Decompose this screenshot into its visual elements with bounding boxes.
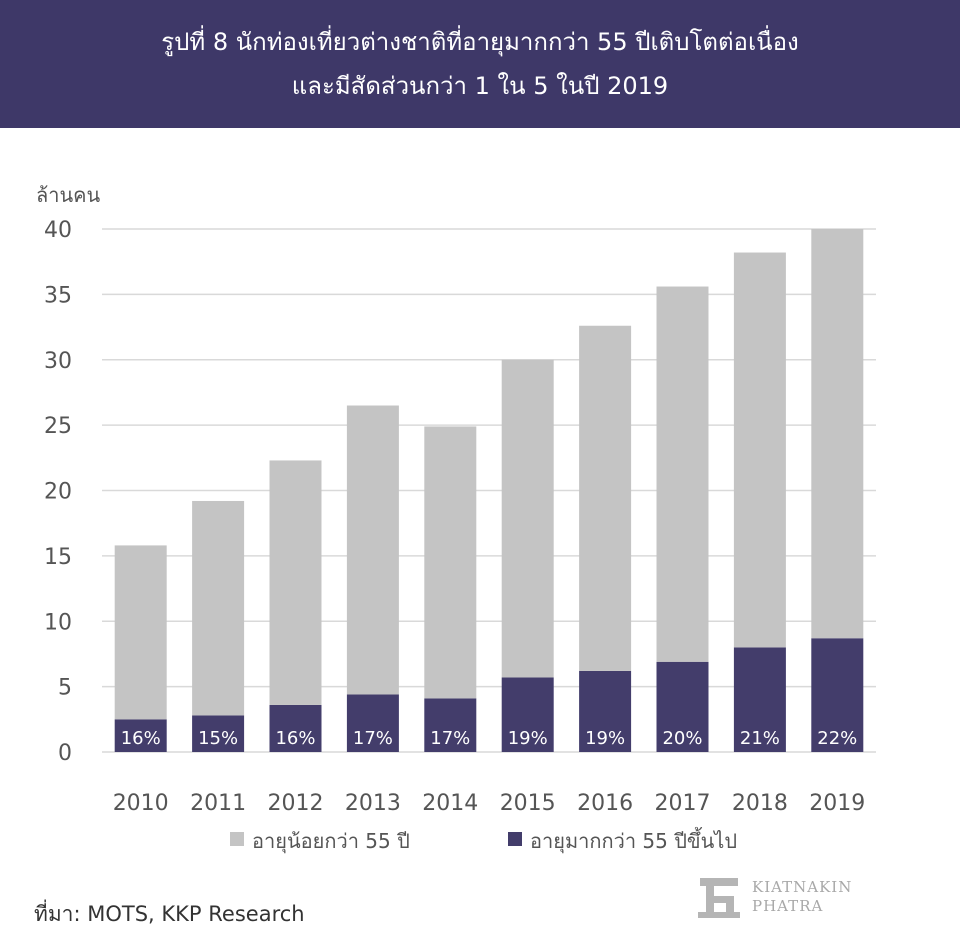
data-label: 17% bbox=[430, 728, 470, 749]
y-tick-label: 30 bbox=[44, 349, 72, 374]
y-axis-label: ล้านคน bbox=[36, 183, 101, 207]
y-tick-label: 35 bbox=[44, 283, 72, 308]
bar-segment-under-55 bbox=[424, 426, 477, 699]
data-label: 15% bbox=[198, 728, 238, 749]
data-label: 17% bbox=[353, 728, 393, 749]
bar-segment-over-55 bbox=[811, 638, 864, 752]
bar-segment-over-55 bbox=[346, 694, 399, 752]
bar-segment-under-55 bbox=[269, 460, 322, 705]
logo-text-2: PHATRA bbox=[752, 897, 824, 915]
y-tick-label: 15 bbox=[44, 545, 72, 570]
x-tick-label: 2018 bbox=[732, 791, 788, 816]
data-label: 21% bbox=[740, 728, 780, 749]
legend-label: อายุมากกว่า 55 ปีขึ้นไป bbox=[530, 827, 737, 854]
bar-segment-over-55 bbox=[192, 715, 245, 752]
stacked-bar-chart: ล้านคน 0 5 10 15 20 25 30 35 40 16% 2010 15% 2011 16% 2… bbox=[36, 183, 876, 854]
y-tick-label: 5 bbox=[58, 676, 72, 701]
logo-mark-icon bbox=[698, 878, 740, 918]
bar-segment-over-55 bbox=[424, 698, 477, 752]
y-tick-label: 10 bbox=[44, 610, 72, 635]
y-tick-label: 20 bbox=[44, 480, 72, 505]
x-tick-label: 2014 bbox=[422, 791, 478, 816]
bar-segment-over-55 bbox=[501, 677, 554, 752]
x-tick-label: 2017 bbox=[655, 791, 711, 816]
bar-segment-over-55 bbox=[114, 719, 167, 752]
x-tick-label: 2010 bbox=[113, 791, 169, 816]
y-tick-label: 25 bbox=[44, 414, 72, 439]
bar-segment-over-55 bbox=[269, 704, 322, 752]
bar-segment-under-55 bbox=[579, 325, 632, 671]
bar-segment-over-55 bbox=[656, 661, 709, 752]
legend-swatch bbox=[230, 832, 244, 846]
data-label: 22% bbox=[817, 728, 857, 749]
bar-segment-under-55 bbox=[811, 229, 864, 639]
data-label: 20% bbox=[662, 728, 702, 749]
bar-segment-over-55 bbox=[733, 647, 786, 752]
title-line-2: และมีสัดส่วนกว่า 1 ใน 5 ในปี 2019 bbox=[291, 72, 669, 100]
title-line-1: รูปที่ 8 นักท่องเที่ยวต่างชาติที่อายุมาก… bbox=[161, 28, 799, 56]
legend-swatch bbox=[508, 832, 522, 846]
bar-segment-under-55 bbox=[346, 405, 399, 695]
data-label: 19% bbox=[585, 728, 625, 749]
bar-segment-under-55 bbox=[114, 545, 167, 720]
legend-label: อายุน้อยกว่า 55 ปี bbox=[252, 829, 410, 854]
bar-segment-under-55 bbox=[501, 359, 554, 678]
source-note: ที่มา: MOTS, KKP Research bbox=[34, 902, 305, 926]
x-tick-label: 2015 bbox=[500, 791, 556, 816]
data-label: 16% bbox=[121, 728, 161, 749]
bar-segment-under-55 bbox=[192, 500, 245, 716]
chart-title-banner: รูปที่ 8 นักท่องเที่ยวต่างชาติที่อายุมาก… bbox=[0, 0, 960, 128]
kiatnakin-phatra-logo: KIATNAKIN PHATRA bbox=[696, 876, 876, 920]
x-tick-label: 2013 bbox=[345, 791, 401, 816]
y-tick-label: 40 bbox=[44, 218, 72, 243]
bar-segment-over-55 bbox=[579, 670, 632, 752]
x-tick-label: 2019 bbox=[809, 791, 865, 816]
x-tick-label: 2011 bbox=[190, 791, 246, 816]
x-tick-label: 2012 bbox=[268, 791, 324, 816]
data-label: 16% bbox=[275, 728, 315, 749]
bar-segment-under-55 bbox=[733, 252, 786, 648]
data-label: 19% bbox=[508, 728, 548, 749]
bar-segment-under-55 bbox=[656, 286, 709, 662]
x-tick-label: 2016 bbox=[577, 791, 633, 816]
logo-text-1: KIATNAKIN bbox=[752, 878, 853, 896]
y-tick-label: 0 bbox=[58, 741, 72, 766]
